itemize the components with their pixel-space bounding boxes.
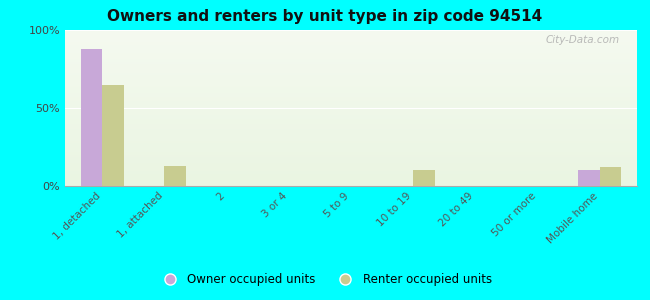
Text: City-Data.com: City-Data.com	[546, 35, 620, 45]
Legend: Owner occupied units, Renter occupied units: Owner occupied units, Renter occupied un…	[153, 269, 497, 291]
Bar	[600, 167, 621, 186]
Bar	[81, 49, 102, 186]
Bar	[164, 166, 187, 186]
Bar	[102, 85, 124, 186]
Bar	[413, 170, 435, 186]
Bar	[578, 170, 600, 186]
Text: Owners and renters by unit type in zip code 94514: Owners and renters by unit type in zip c…	[107, 9, 543, 24]
